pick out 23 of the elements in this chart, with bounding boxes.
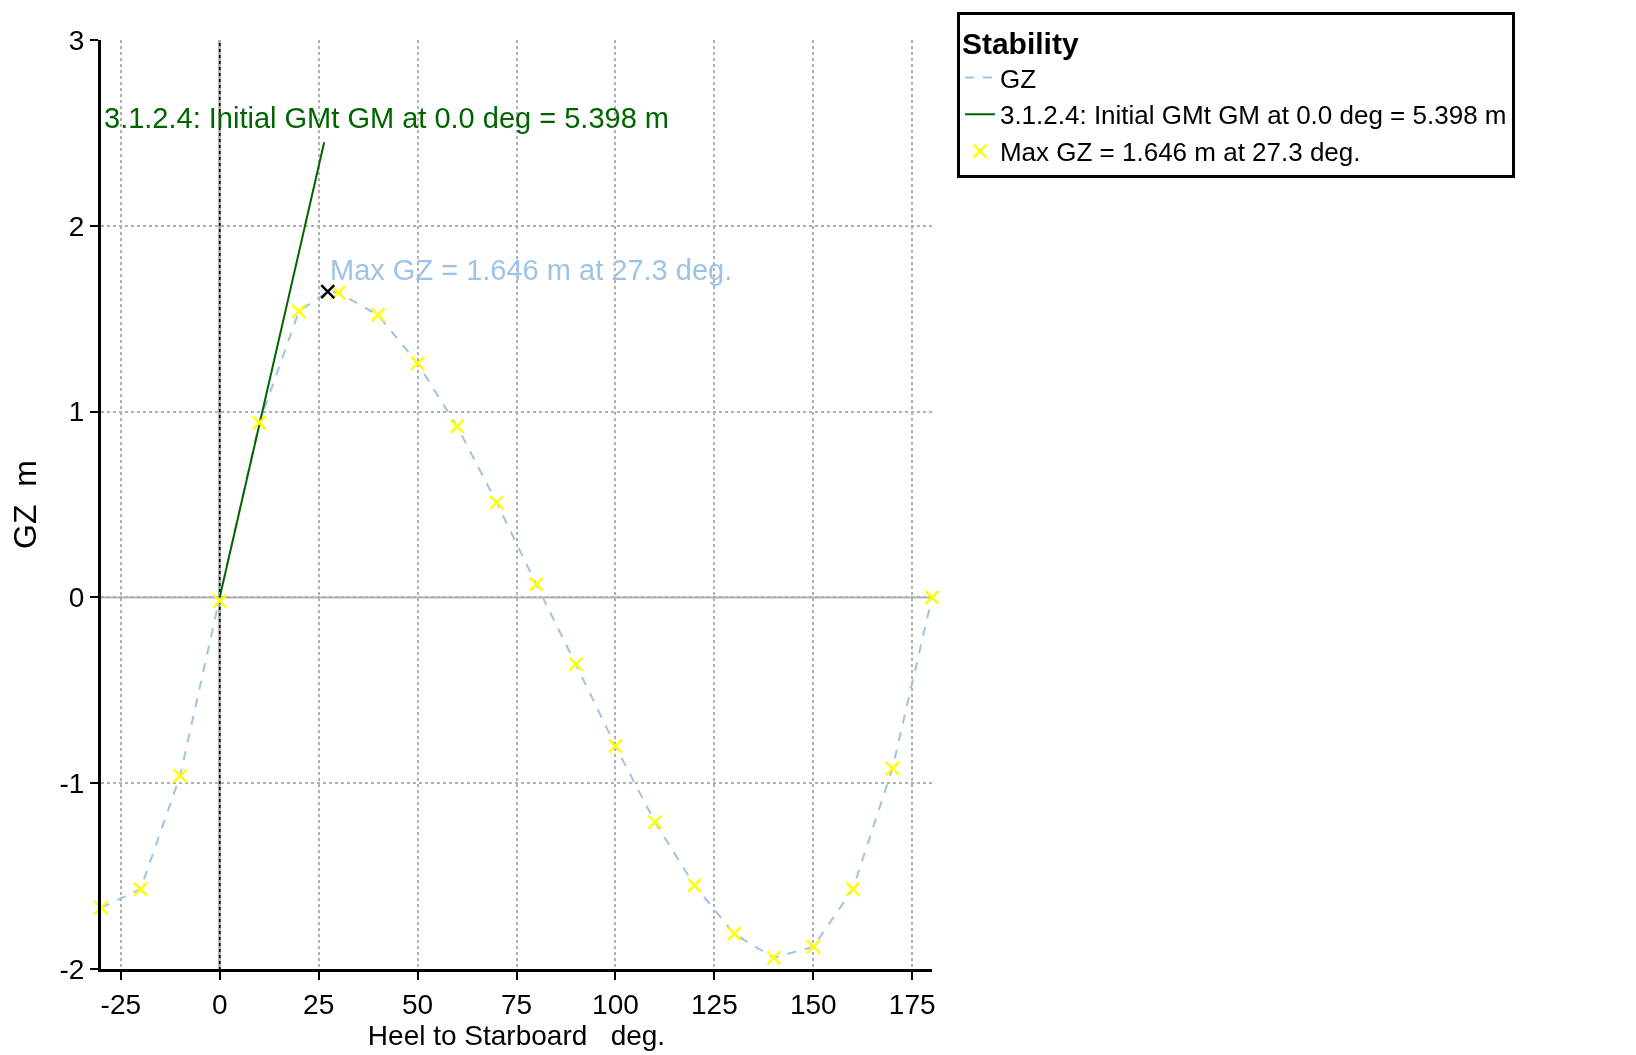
legend-label: Max GZ = 1.646 m at 27.3 deg. [999,137,1361,168]
x-tick-label: 25 [303,988,335,1020]
y-tick-label: -2 [59,953,85,985]
x-tick-label: 75 [500,988,533,1020]
y-axis-title: GZ m [6,460,43,549]
x-tick-label: 0 [211,988,228,1020]
x-tick-label: 100 [592,988,639,1020]
x-tick-label: 150 [789,988,837,1020]
y-tick-label: 2 [68,210,85,242]
legend-label: GZ [999,63,1037,94]
x-tick-label: 125 [691,988,738,1020]
y-tick-label: 1 [68,396,85,428]
x-tick-label: -25 [100,988,142,1020]
x-tick-label: 50 [401,988,434,1020]
x-axis-title: Heel to Starboard deg. [367,1019,666,1051]
x-tick-label: 175 [888,988,936,1020]
legend-label: 3.1.2.4: Initial GMt GM at 0.0 deg = 5.398 m [999,100,1507,131]
y-tick-label: -1 [59,768,85,799]
y-tick-label: 3 [68,24,85,56]
y-tick-label: 0 [68,582,85,614]
annotation: Max GZ = 1.646 m at 27.3 deg. [330,254,733,286]
legend-title: Stability [961,27,1079,61]
annotation: 3.1.2.4: Initial GMt GM at 0.0 deg = 5.398 m [104,102,669,134]
